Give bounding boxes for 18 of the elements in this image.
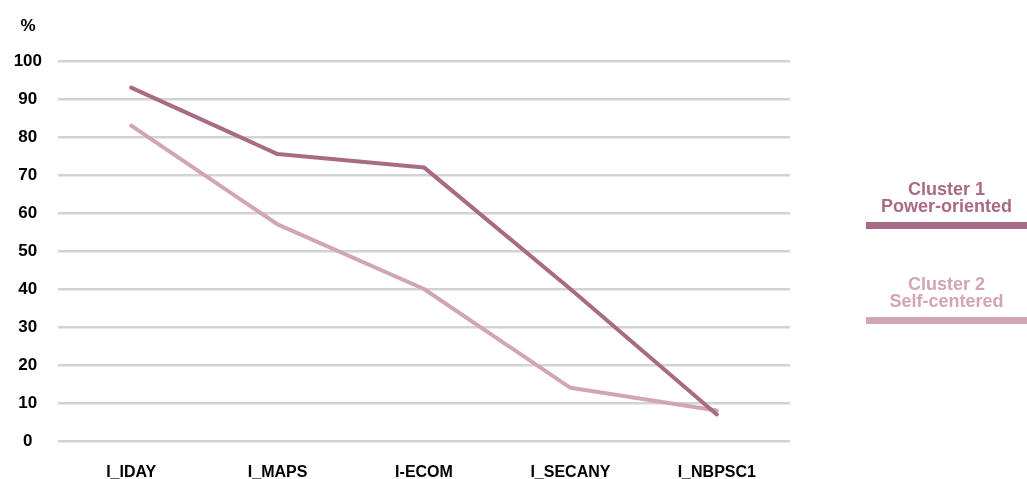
y-tick-label: 60 — [18, 202, 38, 222]
y-tick-label: 90 — [18, 88, 38, 108]
x-tick-label: I_NBPSC1 — [677, 463, 757, 479]
y-tick-label: 30 — [18, 316, 38, 336]
y-tick-label: 80 — [18, 126, 38, 146]
y-tick-label: 40 — [18, 278, 38, 298]
y-tick-label: 70 — [18, 164, 38, 184]
y-axis-title: % — [20, 15, 36, 35]
y-tick-label: 20 — [18, 354, 38, 374]
y-tick-label: 10 — [18, 392, 38, 412]
y-tick-label: 0 — [23, 430, 33, 450]
y-tick-label: 50 — [18, 240, 38, 260]
x-tick-label: I-ECOM — [395, 463, 453, 479]
x-tick-label: I_IDAY — [106, 463, 157, 479]
legend: Cluster 1 Power-oriented Cluster 2 Self-centered — [866, 181, 1027, 324]
x-tick-label: I_SECANY — [530, 463, 611, 479]
x-tick-label: I_MAPS — [247, 463, 308, 479]
y-tick-label: 100 — [13, 50, 43, 70]
